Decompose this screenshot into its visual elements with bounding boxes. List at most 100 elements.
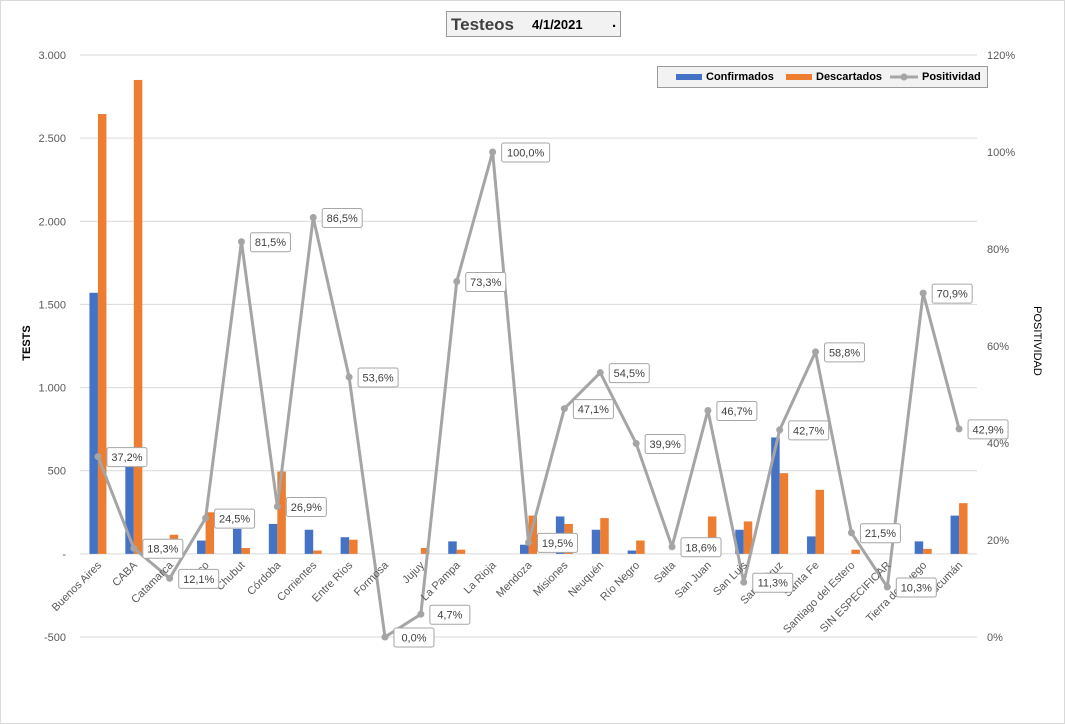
- positividad-label-box: [214, 508, 256, 529]
- positividad-label-box: [537, 532, 578, 553]
- positividad-label-text: 42,7%: [793, 425, 824, 437]
- left-tick-label: -: [62, 549, 66, 561]
- positividad-label: 46,7%: [716, 401, 758, 422]
- legend-label-confirmados: Confirmados: [706, 71, 774, 83]
- positividad-label-box: [752, 572, 794, 593]
- bar-confirmados: [89, 292, 98, 554]
- positividad-label: 21,5%: [859, 523, 901, 544]
- positividad-point: [560, 405, 568, 413]
- positividad-label: 37,2%: [106, 447, 148, 468]
- category-label: CABA: [110, 559, 140, 589]
- positividad-label-text: 53,6%: [362, 373, 393, 385]
- bar-confirmados: [591, 529, 601, 554]
- positividad-point: [812, 348, 820, 356]
- positividad-label: 12,1%: [178, 568, 220, 589]
- positividad-line: [94, 148, 963, 641]
- positividad-label-text: 21,5%: [865, 528, 896, 540]
- positividad-label: 73,3%: [465, 271, 507, 292]
- left-tick-label: 2.000: [38, 216, 66, 228]
- positividad-label-box: [501, 142, 551, 163]
- bar-descartados: [779, 473, 789, 554]
- positividad-label: 70,9%: [931, 283, 973, 304]
- positividad-label-text: 10,3%: [901, 583, 932, 595]
- positividad-point: [94, 453, 102, 461]
- positividad-point: [632, 439, 640, 447]
- positividad-label-text: 47,1%: [578, 404, 609, 416]
- positividad-label: 26,9%: [285, 497, 327, 518]
- positividad-label-text: 54,5%: [614, 368, 645, 380]
- category-label: Río Negro: [598, 559, 642, 603]
- right-axis-ticks: 0% 20% 40% 60% 80% 100% 120%: [987, 50, 1015, 644]
- positividad-point: [847, 529, 855, 537]
- legend-item-confirmados: Confirmados: [676, 71, 774, 83]
- bar-descartados: [133, 79, 143, 554]
- bars: [89, 79, 968, 554]
- positividad-label-box: [285, 497, 327, 518]
- positividad-point: [202, 514, 210, 522]
- positividad-label: 53,6%: [357, 367, 399, 388]
- left-tick-label: 1.000: [38, 383, 66, 395]
- left-tick-label: 2.500: [38, 133, 66, 145]
- positividad-point: [740, 578, 748, 586]
- positividad-point: [453, 277, 461, 285]
- legend: Confirmados Descartados Positividad: [657, 66, 988, 88]
- right-tick-label: 80%: [987, 244, 1009, 256]
- bar-confirmados: [448, 541, 457, 554]
- positividad-point: [596, 369, 604, 377]
- legend-swatch-descartados: [786, 74, 812, 81]
- bar-descartados: [851, 549, 860, 554]
- bar-descartados: [313, 550, 322, 554]
- bar-descartados: [97, 114, 107, 554]
- data-labels: 37,2% 18,3% 12,1% 24,5% 81,5% 26,9% 86,5% 53,6%…: [106, 142, 1009, 648]
- positividad-label: 19,5%: [537, 532, 578, 553]
- positividad-label-text: 11,3%: [758, 578, 789, 590]
- category-label: Misiones: [531, 559, 571, 599]
- chart-title-box: Testeos 4/1/2021 .: [446, 11, 621, 37]
- left-axis-title: TESTS: [21, 325, 33, 360]
- positividad-label: 18,6%: [680, 537, 722, 558]
- positividad-label-text: 19,5%: [542, 538, 573, 550]
- chart-title: Testeos: [451, 15, 514, 34]
- positividad-label-box: [572, 399, 614, 420]
- positividad-label-box: [178, 568, 220, 589]
- bar-confirmados: [520, 544, 529, 554]
- category-label: Mendoza: [494, 559, 535, 600]
- positividad-label-box: [357, 367, 399, 388]
- positividad-label-text: 26,9%: [291, 502, 322, 514]
- positividad-label: 81,5%: [249, 232, 291, 253]
- bar-descartados: [277, 471, 286, 554]
- positividad-label: 18,3%: [142, 538, 184, 559]
- positividad-label-box: [429, 604, 471, 625]
- positividad-label-box: [465, 271, 507, 292]
- bar-descartados: [959, 503, 968, 554]
- positividad-label: 47,1%: [572, 399, 614, 420]
- bar-descartados: [923, 548, 932, 554]
- positividad-label-box: [608, 363, 650, 384]
- left-tick-label: 3.000: [38, 50, 66, 62]
- left-tick-label: -500: [44, 632, 66, 644]
- positividad-label-box: [824, 342, 866, 363]
- positividad-label-box: [142, 538, 184, 559]
- legend-swatch-confirmados: [676, 74, 702, 81]
- positividad-label-text: 58,8%: [829, 347, 860, 359]
- category-label: Salta: [652, 559, 679, 586]
- bar-confirmados: [735, 529, 744, 554]
- positividad-label-box: [859, 523, 901, 544]
- legend-label-descartados: Descartados: [816, 71, 883, 83]
- right-tick-label: 100%: [987, 147, 1015, 159]
- positividad-label: 0,0%: [393, 627, 435, 648]
- positividad-label-box: [788, 420, 830, 441]
- left-tick-label: 500: [48, 466, 66, 478]
- category-label: Formosa: [352, 559, 392, 599]
- bar-descartados: [420, 548, 430, 554]
- positividad-label: 10,3%: [895, 577, 937, 598]
- bar-descartados: [743, 521, 753, 554]
- bar-confirmados: [771, 437, 780, 554]
- positividad-label-box: [680, 537, 722, 558]
- positividad-label: 42,9%: [967, 419, 1009, 440]
- positividad-point: [166, 574, 174, 582]
- positividad-label-text: 46,7%: [721, 406, 752, 418]
- positividad-label-box: [895, 577, 937, 598]
- positividad-point: [489, 148, 497, 156]
